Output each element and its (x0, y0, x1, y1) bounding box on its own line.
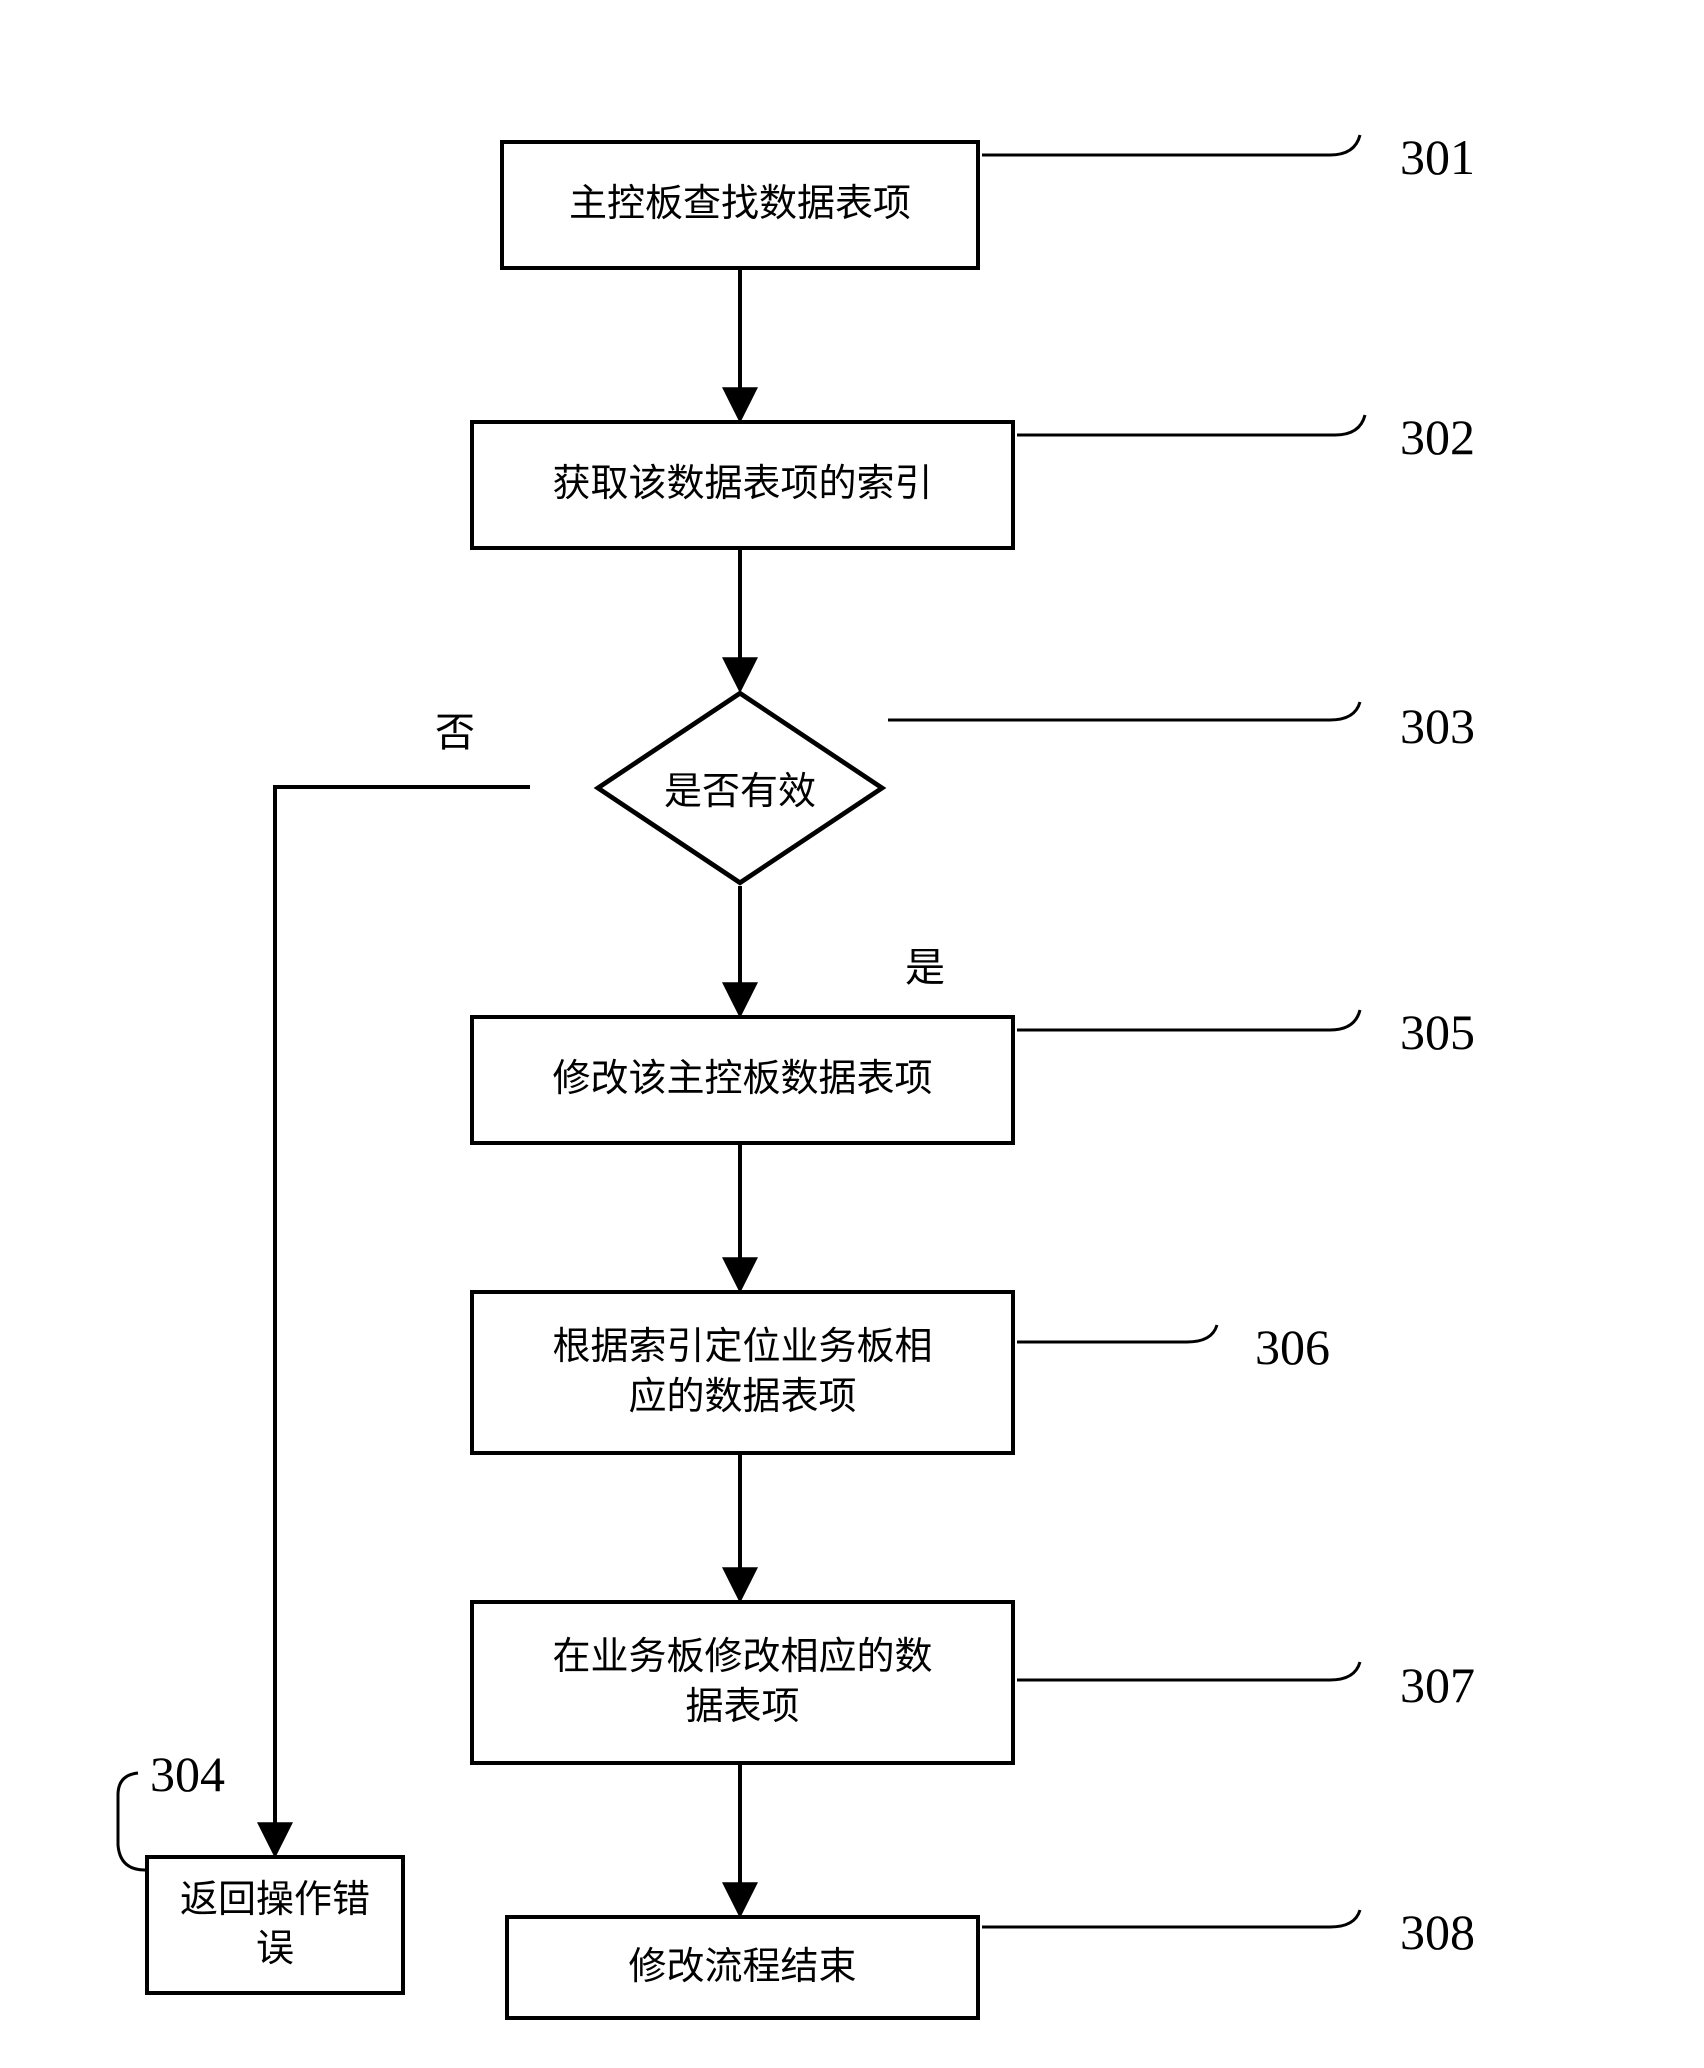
callout-301-text: 301 (1400, 129, 1475, 185)
node-305-text: 修改该主控板数据表项 (552, 1055, 932, 1104)
node-308: 修改流程结束 (505, 1915, 980, 2020)
callout-305-text: 305 (1400, 1004, 1475, 1060)
node-303: 是否有效 (600, 690, 880, 885)
callout-303: 303 (1400, 697, 1475, 755)
node-301-text: 主控板查找数据表项 (569, 180, 911, 229)
callout-303-text: 303 (1400, 698, 1475, 754)
callout-308: 308 (1400, 1903, 1475, 1961)
callout-304: 304 (150, 1745, 225, 1803)
callout-305: 305 (1400, 1003, 1475, 1061)
node-304: 返回操作错 误 (145, 1855, 405, 1995)
node-303-text: 是否有效 (664, 760, 816, 815)
callout-307-text: 307 (1400, 1657, 1475, 1713)
node-302-text: 获取该数据表项的索引 (552, 460, 932, 509)
edge-label-no-text: 否 (435, 710, 475, 755)
callout-302-text: 302 (1400, 409, 1475, 465)
callout-301: 301 (1400, 128, 1475, 186)
edge-label-yes: 是 (905, 935, 945, 993)
node-305: 修改该主控板数据表项 (470, 1015, 1015, 1145)
node-302: 获取该数据表项的索引 (470, 420, 1015, 550)
callout-306-text: 306 (1255, 1319, 1330, 1375)
node-304-text: 返回操作错 误 (180, 1876, 370, 1975)
callout-308-text: 308 (1400, 1904, 1475, 1960)
node-306-text: 根据索引定位业务板相 应的数据表项 (552, 1323, 932, 1422)
callout-306: 306 (1255, 1318, 1330, 1376)
callout-302: 302 (1400, 408, 1475, 466)
callout-307: 307 (1400, 1656, 1475, 1714)
edge-label-no: 否 (435, 700, 475, 758)
callout-304-text: 304 (150, 1746, 225, 1802)
node-306: 根据索引定位业务板相 应的数据表项 (470, 1290, 1015, 1455)
node-307-text: 在业务板修改相应的数 据表项 (552, 1633, 932, 1732)
edge-label-yes-text: 是 (905, 945, 945, 990)
node-308-text: 修改流程结束 (628, 1943, 856, 1992)
node-301: 主控板查找数据表项 (500, 140, 980, 270)
node-307: 在业务板修改相应的数 据表项 (470, 1600, 1015, 1765)
